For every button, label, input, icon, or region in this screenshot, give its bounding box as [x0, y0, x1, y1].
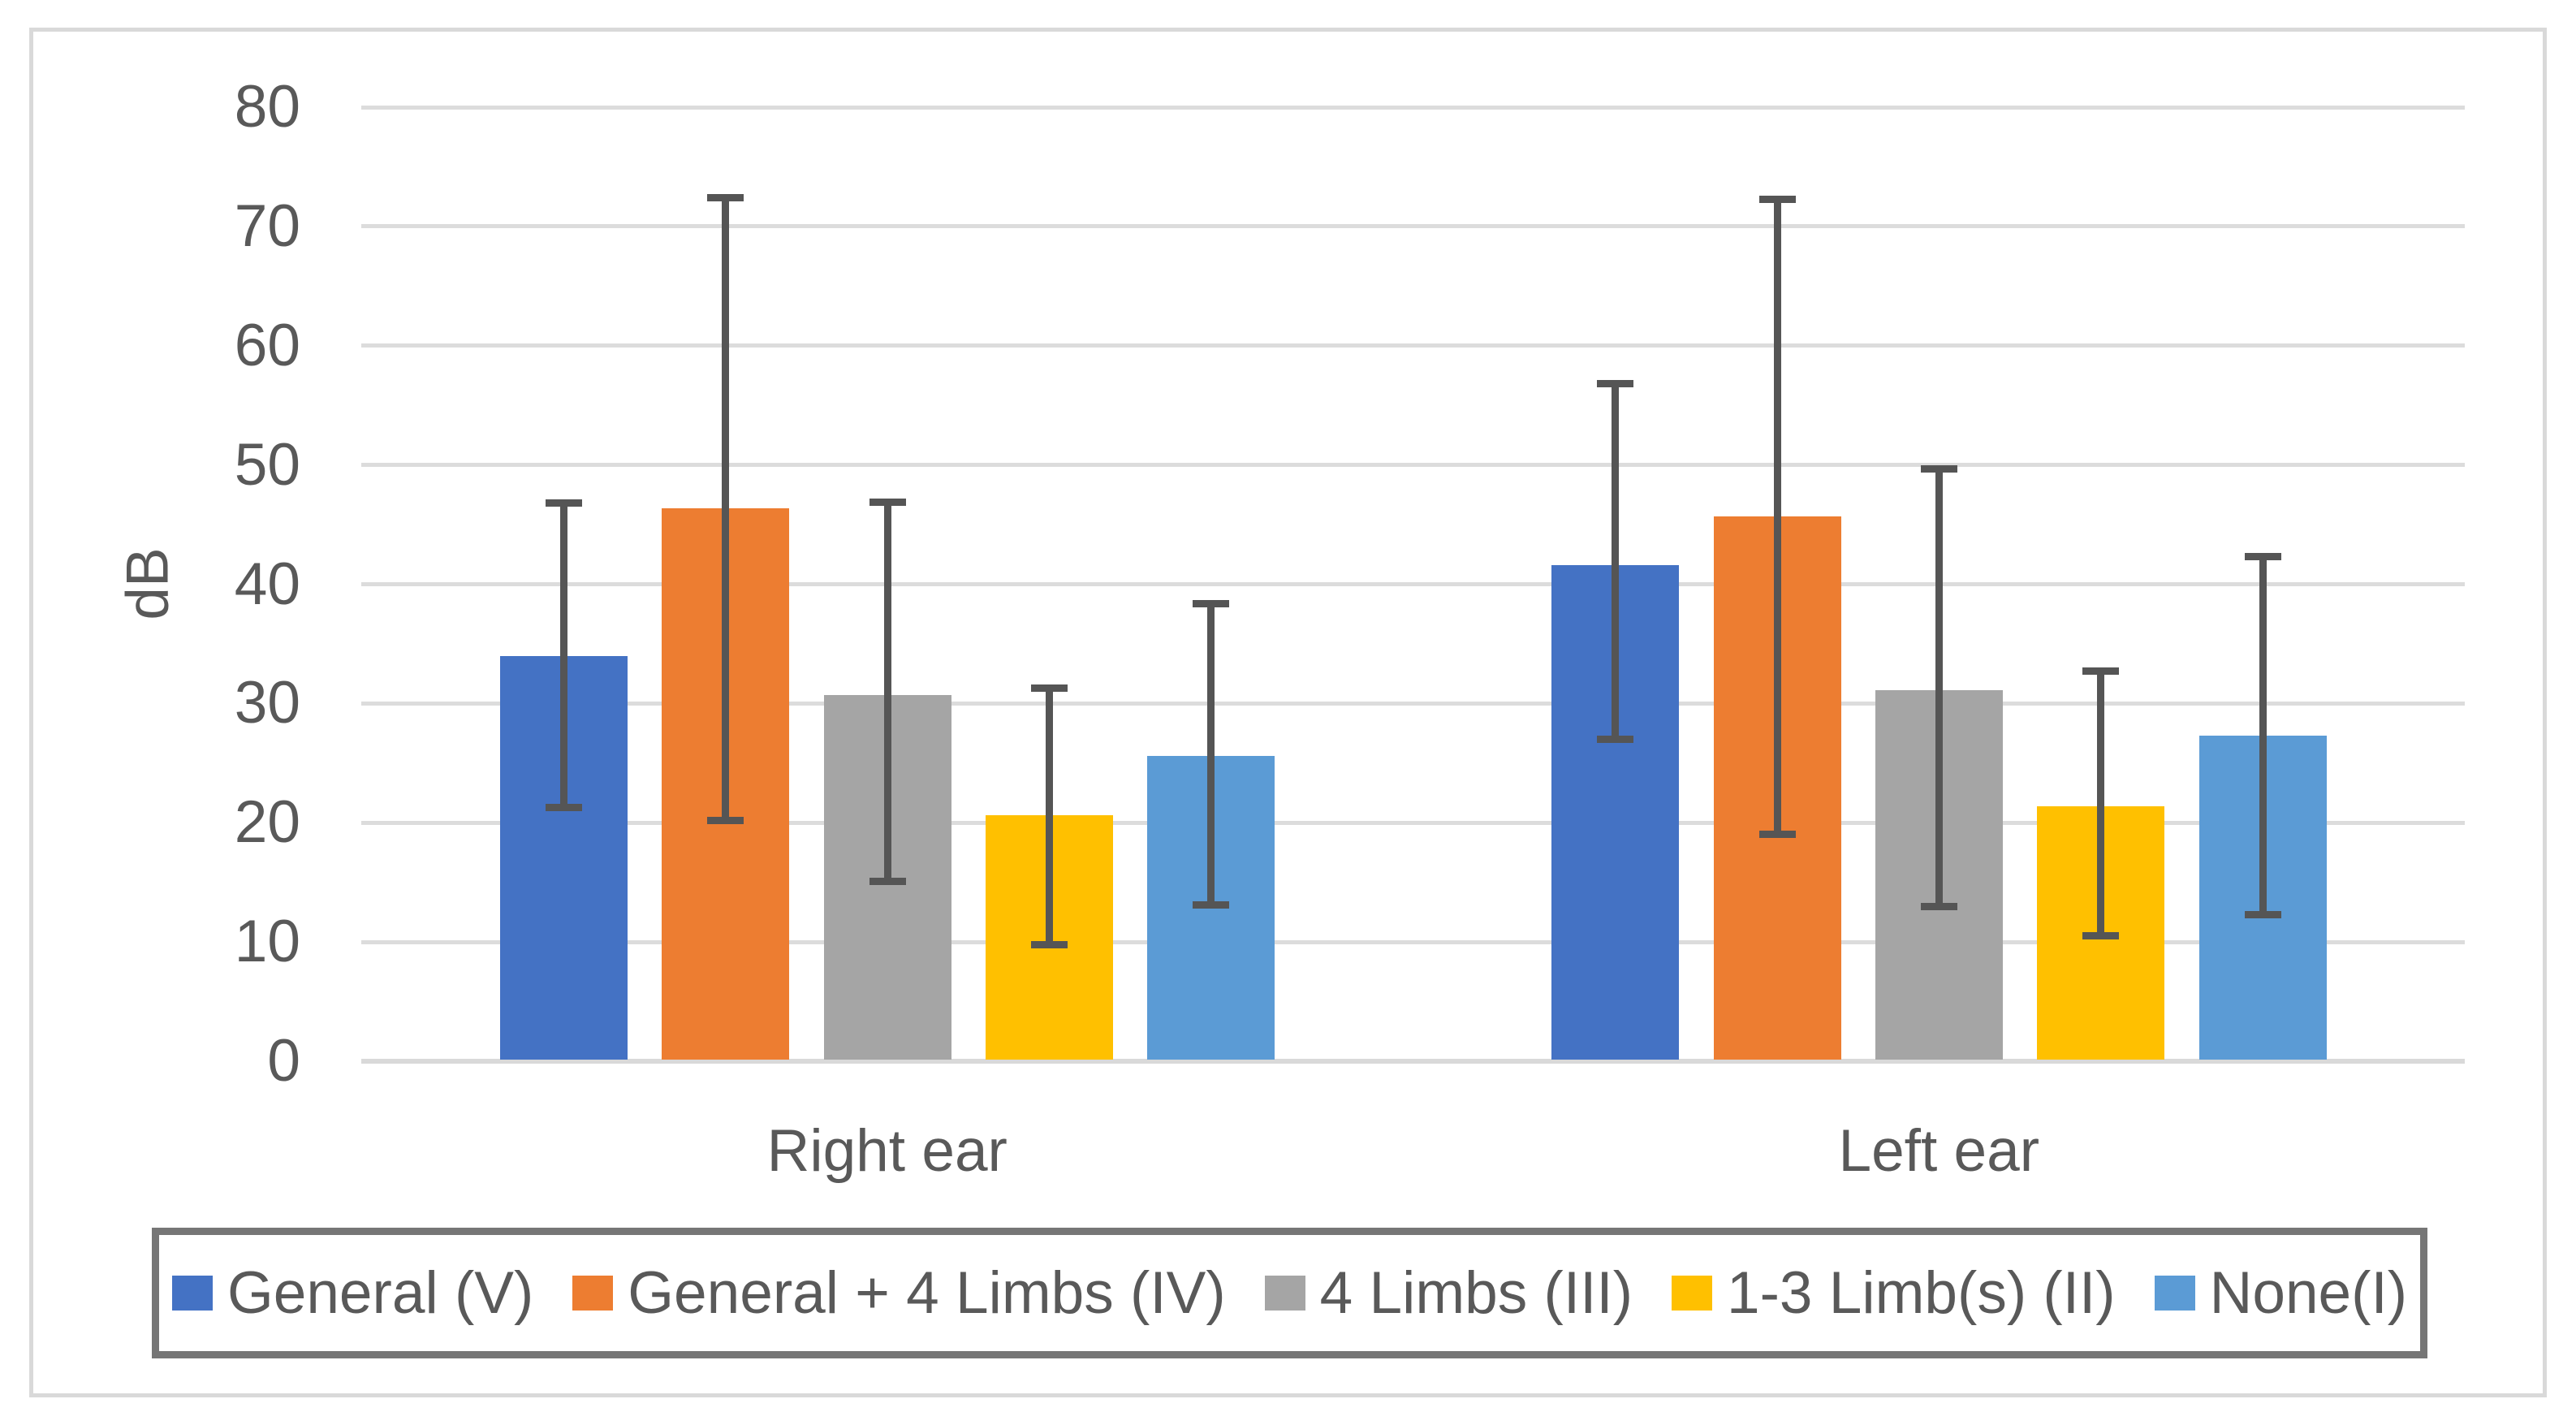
- error-bar: [722, 197, 730, 821]
- error-bar-cap: [2244, 553, 2281, 561]
- error-bar: [883, 502, 891, 882]
- y-gridline: [361, 224, 2465, 229]
- error-bar-cap: [2082, 932, 2120, 940]
- error-bar: [1045, 688, 1053, 945]
- legend-box: General (V) General + 4 Limbs (IV) 4 Limbs…: [152, 1228, 2427, 1358]
- legend-label: 1-3 Limb(s) (II): [1727, 1260, 2116, 1326]
- category-label: Right ear: [766, 1118, 1008, 1184]
- legend-swatch: [572, 1276, 614, 1311]
- legend-item: None(I): [2154, 1259, 2408, 1327]
- error-bar: [1935, 469, 1943, 907]
- y-tick-label: 40: [234, 551, 300, 617]
- legend-item: General + 4 Limbs (IV): [572, 1259, 1226, 1327]
- plot-area: [361, 105, 2465, 1064]
- y-gridline: [361, 105, 2465, 110]
- y-tick-label: 60: [234, 312, 300, 378]
- y-tick-label: 70: [234, 192, 300, 259]
- error-bar: [1773, 199, 1781, 835]
- error-bar-cap: [1758, 195, 1796, 203]
- error-bar-cap: [707, 816, 744, 824]
- y-tick-label: 30: [234, 670, 300, 736]
- error-bar-cap: [545, 499, 582, 507]
- y-gridline: [361, 343, 2465, 348]
- legend-swatch: [1264, 1276, 1305, 1311]
- y-gridline: [361, 820, 2465, 825]
- legend-item: 4 Limbs (III): [1264, 1259, 1633, 1327]
- error-bar: [1612, 383, 1620, 740]
- error-bar-cap: [1597, 380, 1634, 388]
- error-bar-cap: [1030, 940, 1068, 948]
- legend-swatch: [2154, 1276, 2195, 1311]
- y-tick-label: 80: [234, 74, 300, 140]
- y-tick-label: 20: [234, 789, 300, 856]
- legend-label: General (V): [227, 1260, 534, 1326]
- y-tick-label: 0: [267, 1028, 300, 1094]
- error-bar: [2097, 671, 2105, 936]
- chart-frame: [29, 28, 2547, 1397]
- error-bar-cap: [1758, 831, 1796, 839]
- error-bar-cap: [1921, 902, 1957, 910]
- y-tick-label: 10: [234, 909, 300, 975]
- legend-item: General (V): [171, 1259, 534, 1327]
- x-axis-line: [361, 1059, 2465, 1064]
- legend-label: General + 4 Limbs (IV): [628, 1260, 1226, 1326]
- y-gridline: [361, 701, 2465, 706]
- error-bar-cap: [1921, 464, 1957, 473]
- error-bar: [2259, 556, 2267, 915]
- error-bar-cap: [2082, 667, 2120, 676]
- error-bar-cap: [1030, 684, 1068, 692]
- category-label: Left ear: [1838, 1118, 2040, 1184]
- error-bar-cap: [1597, 735, 1634, 743]
- y-gridline: [361, 939, 2465, 944]
- legend-label: 4 Limbs (III): [1319, 1260, 1633, 1326]
- y-gridline: [361, 463, 2465, 468]
- error-bar: [1207, 603, 1215, 905]
- error-bar: [559, 503, 567, 808]
- error-bar-cap: [1193, 599, 1230, 607]
- legend-swatch: [1672, 1276, 1713, 1311]
- error-bar-cap: [545, 803, 582, 811]
- legend-label: None(I): [2209, 1260, 2408, 1326]
- legend-swatch: [171, 1276, 213, 1311]
- y-gridline: [361, 582, 2465, 586]
- legend-item: 1-3 Limb(s) (II): [1672, 1259, 2116, 1327]
- error-bar-cap: [707, 194, 744, 202]
- error-bar-cap: [2244, 910, 2281, 918]
- error-bar-cap: [869, 877, 906, 885]
- error-bar-cap: [1193, 901, 1230, 909]
- error-bar-cap: [869, 498, 906, 506]
- y-tick-label: 50: [234, 431, 300, 498]
